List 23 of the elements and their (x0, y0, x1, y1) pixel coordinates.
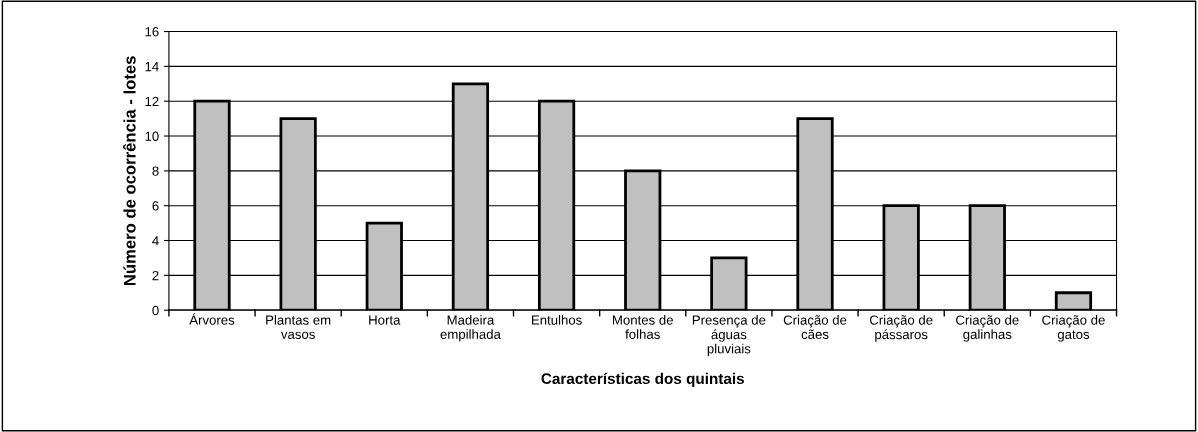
y-tick-label: 10 (145, 131, 159, 141)
y-tick-label: 0 (152, 305, 159, 316)
x-tick-label: Presença de águas pluviais (692, 315, 766, 356)
bar (1054, 291, 1093, 311)
y-tick-label: 6 (152, 201, 159, 211)
x-tick-label: Montes de folhas (613, 315, 673, 339)
x-axis-title: Características dos quintais (541, 372, 744, 388)
y-tick-label: 12 (145, 96, 159, 106)
y-tick-label: 8 (152, 166, 159, 176)
y-tick-label: 16 (145, 27, 159, 37)
y-tick-label: 2 (152, 270, 159, 281)
x-tick-label: Criação de cães (783, 315, 847, 339)
y-tick-label: 4 (152, 236, 159, 246)
y-tick-label: 14 (145, 62, 159, 72)
x-tick-label: Criação de gatos (1042, 315, 1105, 342)
y-axis-title: Número de ocorrência - lotes (123, 56, 136, 286)
x-tick-label: Criação de galinhas (956, 315, 1019, 342)
x-tick-label: Madeira empilhada (440, 315, 501, 342)
x-tick-label: Árvores (189, 313, 235, 325)
x-tick-label: Entulhos (531, 315, 582, 325)
x-tick-label: Plantas em vasos (266, 315, 331, 339)
x-tick-label: Criação de pássaros (869, 315, 933, 342)
x-tick-label: Horta (369, 315, 401, 325)
